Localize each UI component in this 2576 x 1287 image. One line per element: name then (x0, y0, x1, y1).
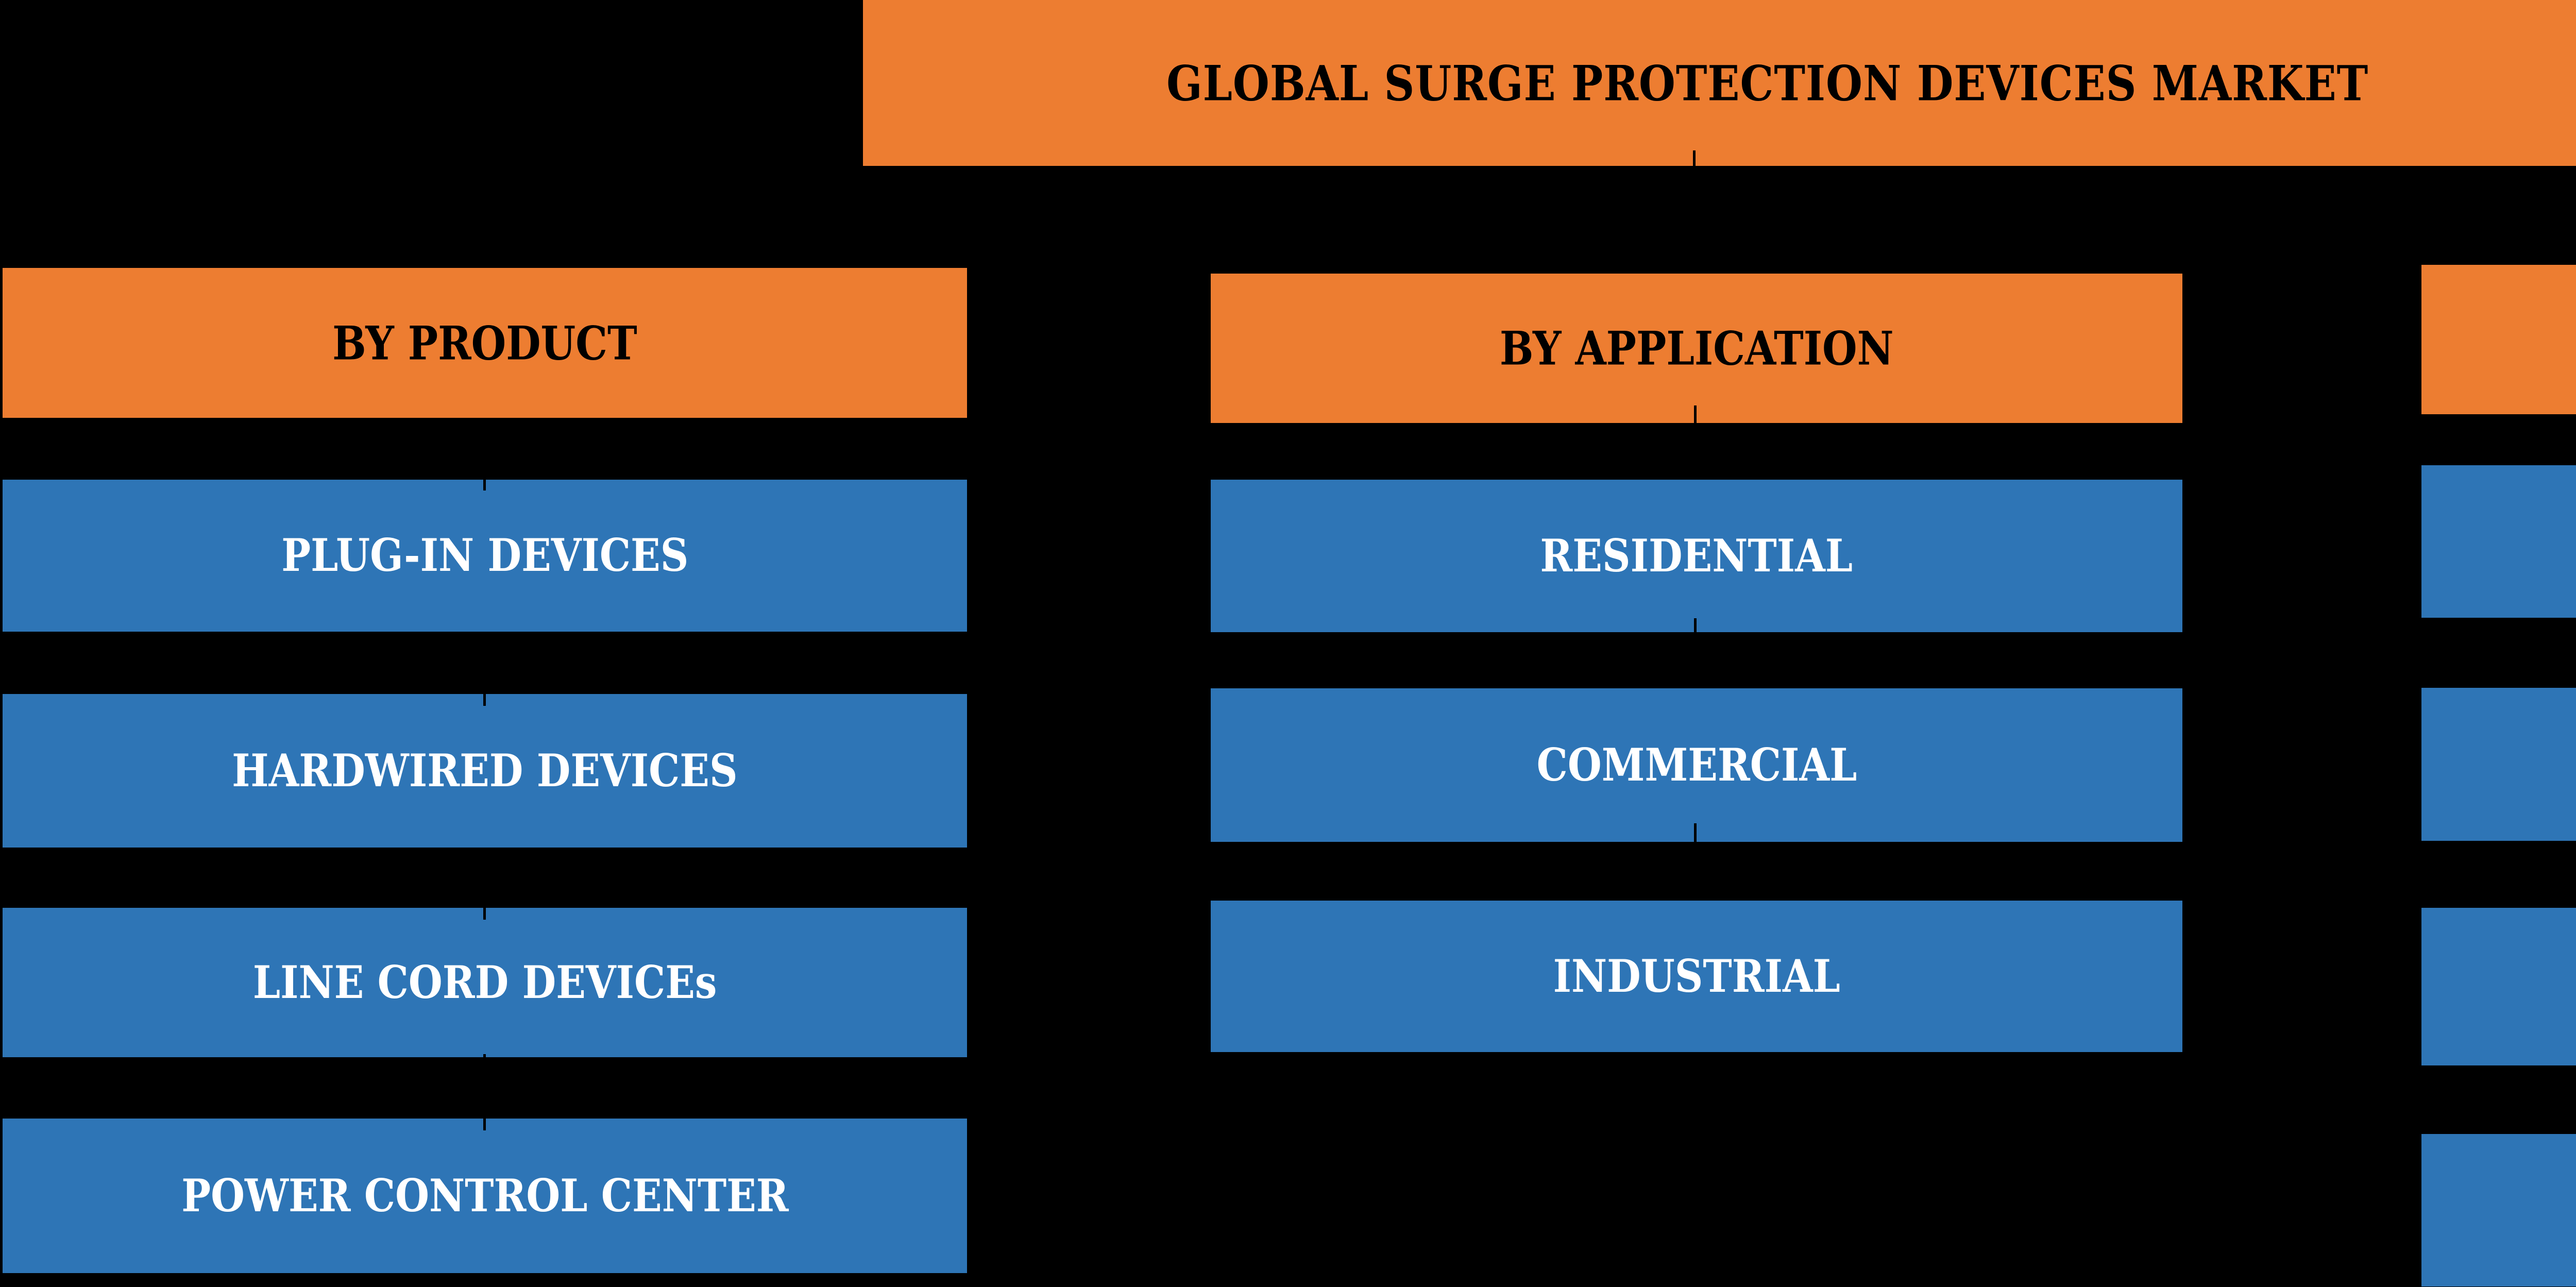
column-header-by-application: BY APPLICATION (1211, 274, 2182, 423)
column-header-by-geography: BY GEOGRAPHY (2421, 265, 2576, 414)
by-application-label: BY APPLICATION (1499, 321, 1894, 376)
root-title-label: GLOBAL SURGE PROTECTION DEVICES MARKET (1166, 54, 2369, 112)
hardwired-devices-label: HARDWIRED DEVICES (232, 744, 738, 797)
node-north-america: NORTH AMERICA (2421, 465, 2576, 618)
connector-tick-line-cord-bottom (483, 1054, 486, 1080)
node-residential: RESIDENTIAL (1211, 480, 2182, 632)
commercial-label: COMMERCIAL (1536, 739, 1857, 791)
line-cord-devices-label: LINE CORD DEVICEs (252, 956, 717, 1009)
connector-tick-power-control-top (483, 1115, 486, 1130)
residential-label: RESIDENTIAL (1540, 530, 1853, 582)
node-commercial: COMMERCIAL (1211, 688, 2182, 842)
connector-tick-plug-in-top (483, 476, 486, 490)
connector-tick-hardwired-top (483, 690, 486, 706)
industrial-label: INDUSTRIAL (1553, 950, 1840, 1003)
node-europe: EUROPE (2421, 688, 2576, 841)
node-power-control-center: POWER CONTROL CENTER (3, 1119, 967, 1273)
node-lamea: LAMEA (2421, 1134, 2576, 1286)
plug-in-devices-label: PLUG-IN DEVICES (281, 529, 689, 582)
node-plug-in-devices: PLUG-IN DEVICES (3, 480, 967, 632)
node-industrial: INDUSTRIAL (1211, 901, 2182, 1052)
by-product-label: BY PRODUCT (332, 315, 637, 370)
node-hardwired-devices: HARDWIRED DEVICES (3, 694, 967, 848)
connector-tick-residential-bottom (1694, 618, 1697, 650)
root-node-title: GLOBAL SURGE PROTECTION DEVICES MARKET (863, 0, 2576, 166)
power-control-center-label: POWER CONTROL CENTER (181, 1170, 789, 1222)
connector-tick-title-bottom (1693, 150, 1696, 184)
connector-tick-commercial-bottom (1694, 823, 1697, 855)
column-header-by-product: BY PRODUCT (3, 268, 967, 418)
connector-tick-application-header-bottom (1694, 405, 1697, 436)
node-line-cord-devices: LINE CORD DEVICEs (3, 908, 967, 1057)
connector-tick-line-cord-top (483, 904, 486, 920)
node-asia-pacific: ASIA-PACIFIC (2421, 908, 2576, 1065)
